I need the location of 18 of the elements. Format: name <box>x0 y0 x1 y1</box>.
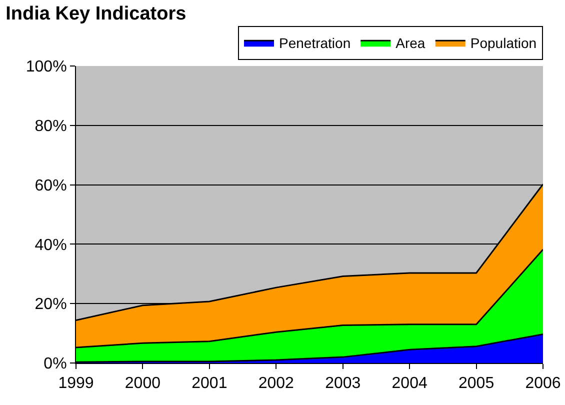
x-tick-label: 2002 <box>258 375 294 392</box>
y-tick-label: 40% <box>34 236 67 254</box>
x-tick-label: 2005 <box>458 375 494 392</box>
x-tick-label: 2000 <box>124 375 161 392</box>
y-tick-label: 80% <box>34 118 67 135</box>
x-tick-label: 2003 <box>325 375 361 392</box>
y-tick-label: 60% <box>34 177 67 194</box>
x-tick-label: 2004 <box>392 375 428 392</box>
x-tick-label: 2001 <box>192 375 228 392</box>
legend-label: Penetration <box>279 35 351 52</box>
x-tick-label: 2006 <box>525 375 561 392</box>
x-tick-label: 1999 <box>58 375 94 392</box>
y-tick-label: 0% <box>44 356 67 373</box>
legend-label: Area <box>396 35 426 52</box>
y-tick-label: 20% <box>34 296 67 314</box>
chart-title: India Key Indicators <box>6 3 186 24</box>
legend-label: Population <box>470 35 537 52</box>
y-tick-label: 100% <box>26 58 67 76</box>
